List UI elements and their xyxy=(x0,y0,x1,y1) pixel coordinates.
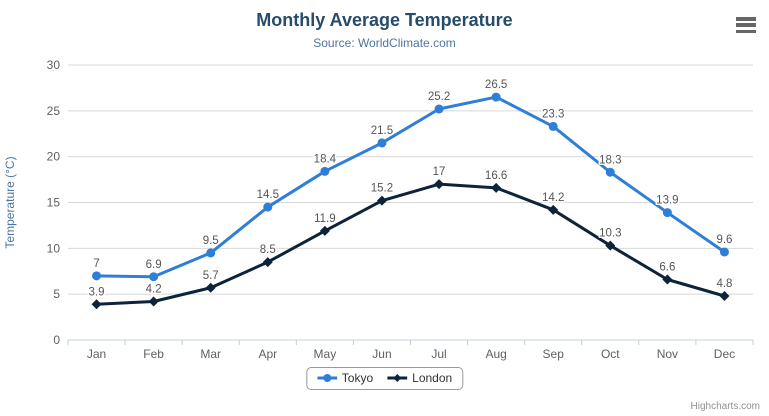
data-point-marker[interactable] xyxy=(262,257,273,268)
y-axis-label: 10 xyxy=(47,241,61,255)
data-point-marker[interactable] xyxy=(206,248,216,258)
data-point-marker[interactable] xyxy=(719,247,729,257)
data-label: 18.3 xyxy=(599,154,621,166)
x-axis-label: Jul xyxy=(431,347,446,361)
data-label: 8.5 xyxy=(260,244,276,256)
legend-circle-icon xyxy=(316,374,337,382)
legend: Tokyo London xyxy=(305,367,464,390)
x-axis-label: Mar xyxy=(200,347,221,361)
data-label: 23.3 xyxy=(542,108,564,120)
legend-item-london[interactable]: London xyxy=(387,371,452,385)
data-point-marker[interactable] xyxy=(149,272,159,282)
data-point-marker[interactable] xyxy=(148,296,159,307)
legend-diamond-icon xyxy=(387,374,408,382)
data-point-marker[interactable] xyxy=(662,208,672,218)
x-axis-label: Oct xyxy=(601,347,620,361)
x-axis-label: May xyxy=(314,347,337,361)
x-axis-label: Jan xyxy=(87,347,106,361)
data-label: 18.4 xyxy=(314,153,337,165)
data-point-marker[interactable] xyxy=(662,274,673,285)
x-axis-label: Aug xyxy=(485,347,506,361)
data-label: 14.5 xyxy=(257,189,279,201)
x-axis-label: Feb xyxy=(143,347,164,361)
data-label: 15.2 xyxy=(371,183,393,195)
series-line-tokyo xyxy=(95,95,726,279)
data-label: 7 xyxy=(93,258,99,270)
hamburger-icon xyxy=(736,29,756,33)
data-label: 13.9 xyxy=(656,195,678,207)
context-menu-button[interactable] xyxy=(734,15,758,35)
data-label: 17 xyxy=(433,166,446,178)
x-axis-label: Sep xyxy=(543,347,565,361)
legend-item-tokyo[interactable]: Tokyo xyxy=(316,371,374,385)
hamburger-icon xyxy=(736,17,756,21)
data-point-marker[interactable] xyxy=(548,204,559,215)
data-label: 3.9 xyxy=(89,286,105,298)
x-axis-label: Jun xyxy=(372,347,391,361)
data-point-marker[interactable] xyxy=(719,291,730,301)
data-point-marker[interactable] xyxy=(434,179,445,190)
data-label: 21.5 xyxy=(371,125,393,137)
chart-title: Monthly Average Temperature xyxy=(256,10,513,30)
y-axis-label: 20 xyxy=(47,150,61,164)
data-point-marker[interactable] xyxy=(434,104,444,114)
data-label: 25.2 xyxy=(428,91,450,103)
y-axis-title: Temperature (°C) xyxy=(3,156,17,248)
data-label: 10.3 xyxy=(599,228,621,240)
x-axis-label: Nov xyxy=(657,347,678,361)
data-point-marker[interactable] xyxy=(91,299,102,310)
data-label: 14.2 xyxy=(542,192,564,204)
data-point-marker[interactable] xyxy=(205,282,216,293)
data-label: 4.2 xyxy=(146,284,162,296)
data-point-marker[interactable] xyxy=(92,271,102,281)
data-label: 9.5 xyxy=(203,235,219,247)
data-point-marker[interactable] xyxy=(491,182,502,193)
data-point-marker[interactable] xyxy=(377,138,387,148)
data-point-marker[interactable] xyxy=(263,202,273,212)
x-axis-label: Apr xyxy=(258,347,277,361)
x-axis-label: Dec xyxy=(714,347,735,361)
credits-link[interactable]: Highcharts.com xyxy=(690,401,760,412)
legend-label: Tokyo xyxy=(341,371,374,385)
data-label: 4.8 xyxy=(716,278,732,290)
data-point-marker[interactable] xyxy=(491,92,501,102)
legend-label: London xyxy=(412,371,453,385)
y-axis-label: 30 xyxy=(47,58,61,72)
y-axis-label: 0 xyxy=(53,333,60,347)
data-point-marker[interactable] xyxy=(376,195,387,206)
data-label: 6.6 xyxy=(659,262,675,274)
data-point-marker[interactable] xyxy=(605,240,616,251)
chart-subtitle: Source: WorldClimate.com xyxy=(313,36,456,50)
hamburger-icon xyxy=(736,23,756,27)
data-label: 26.5 xyxy=(485,79,507,91)
y-axis-label: 5 xyxy=(53,287,60,301)
data-label: 6.9 xyxy=(146,259,162,271)
y-axis-label: 15 xyxy=(47,196,61,210)
data-point-marker[interactable] xyxy=(605,167,615,177)
data-label: 9.6 xyxy=(716,234,732,246)
data-point-marker[interactable] xyxy=(548,121,558,131)
data-label: 5.7 xyxy=(203,270,219,282)
series-line-london xyxy=(95,182,726,306)
data-point-marker[interactable] xyxy=(319,225,330,236)
data-label: 16.6 xyxy=(485,170,507,182)
data-label: 11.9 xyxy=(314,213,336,225)
y-axis-label: 25 xyxy=(47,104,61,118)
data-point-marker[interactable] xyxy=(320,166,330,176)
